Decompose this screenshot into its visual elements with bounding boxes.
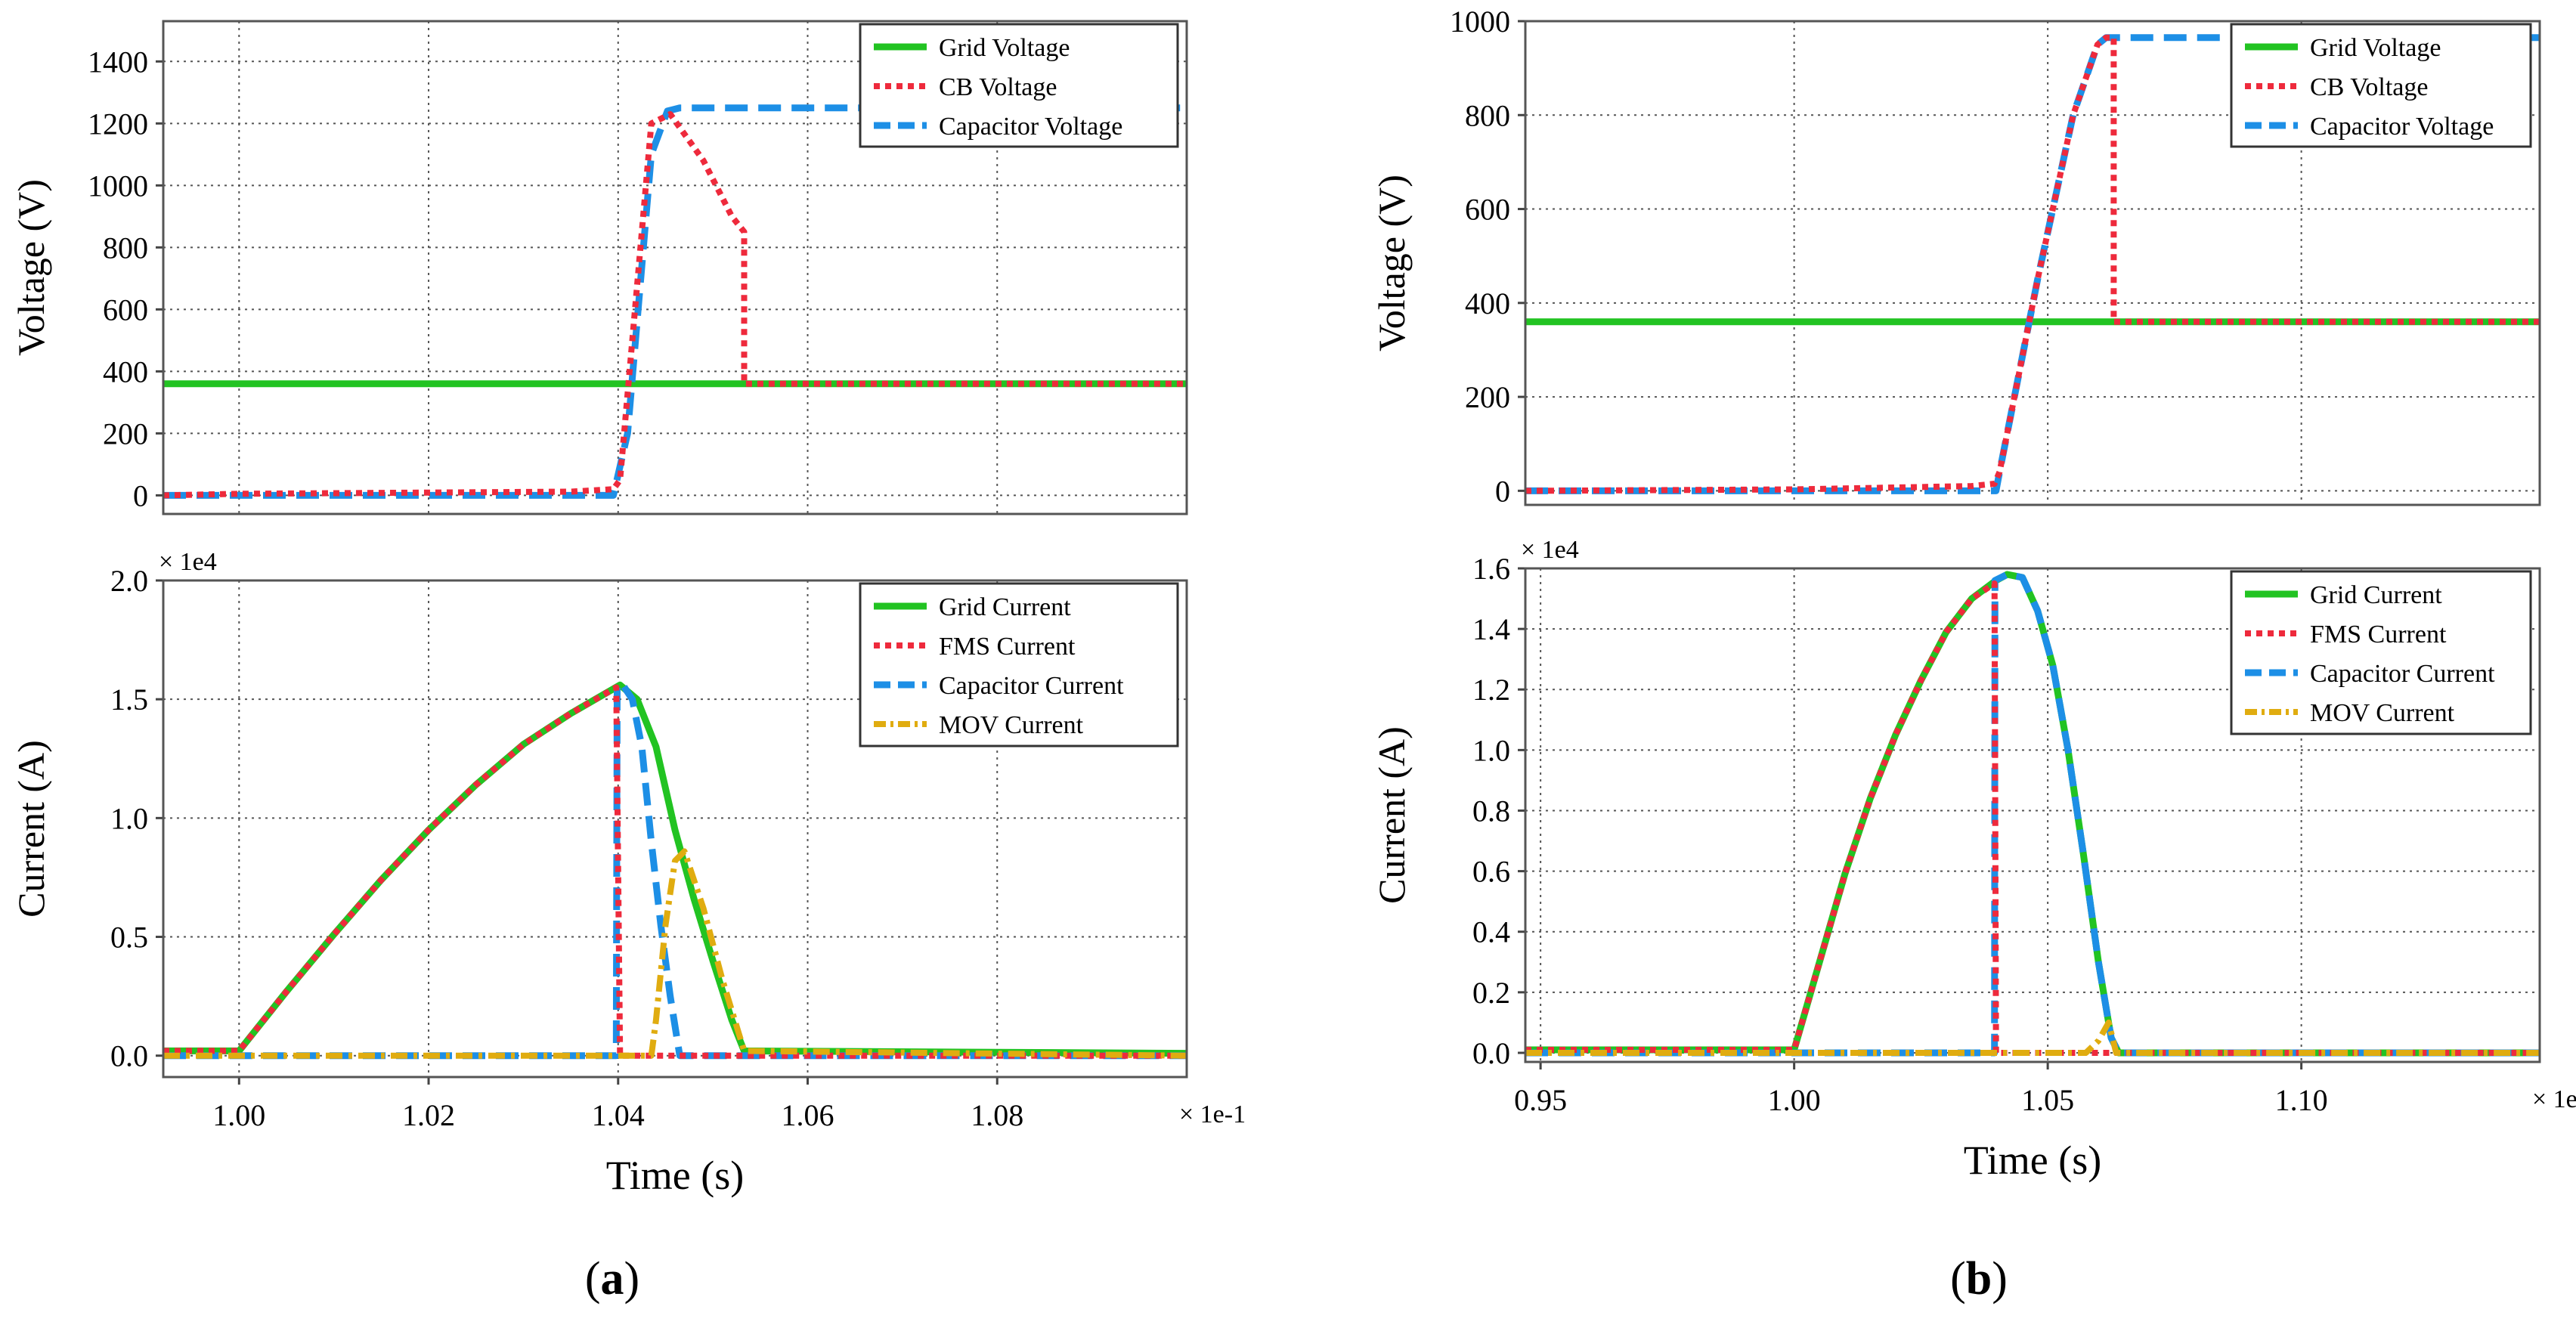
b_current-legend-label-grid-current: Grid Current [2310, 581, 2442, 609]
b_current-legend: Grid Current FMS Current Capacitor Current… [2230, 570, 2532, 735]
b_voltage-series-cb-voltage [1525, 34, 2540, 494]
a_voltage-ylabel: Voltage (V) [10, 179, 52, 356]
a_current-ytick-label-1: 0.5 [110, 921, 148, 955]
a_current-x-multiplier: × 1e-1 [1179, 1100, 1246, 1128]
b_current-ytick-label-1: 0.2 [1472, 976, 1510, 1010]
b_current-ytick-label-7: 1.4 [1472, 612, 1510, 646]
a_voltage-series-cb-voltage [163, 111, 1187, 499]
a_current-series-fms-current [163, 684, 1187, 1059]
b_voltage-legend: Grid Voltage CB Voltage Capacitor Voltage [2230, 23, 2532, 148]
b_current-ytick-label-4: 0.8 [1472, 794, 1510, 828]
b_voltage-legend-label-grid-voltage: Grid Voltage [2310, 34, 2441, 62]
b_voltage-plot-frame [1524, 20, 2541, 506]
a_current-ytick-label-2: 1.0 [110, 801, 148, 835]
a_current-ytick-label-3: 1.5 [110, 683, 148, 717]
a_current-xtick-label-2: 1.04 [592, 1098, 645, 1132]
panel-label-b: (b) [1950, 1253, 2008, 1305]
a_current-y-multiplier: × 1e4 [159, 548, 217, 576]
b_current-legend-label-capacitor-current: Capacitor Current [2310, 660, 2495, 688]
b_current-ytick-label-5: 1.0 [1472, 733, 1510, 767]
b_current-legend-box [2230, 570, 2532, 735]
a_voltage-ytick-label-4: 800 [103, 231, 148, 265]
a_voltage-ytick-label-0: 0 [133, 478, 148, 512]
b_voltage-legend-label-capacitor-voltage: Capacitor Voltage [2310, 113, 2494, 141]
a_voltage-legend-label-capacitor-voltage: Capacitor Voltage [939, 113, 1122, 141]
a_current-legend-label-capacitor-current: Capacitor Current [939, 672, 1124, 700]
b_current-ytick-label-3: 0.6 [1472, 855, 1510, 889]
a_current-legend: Grid Current FMS Current Capacitor Current… [859, 582, 1179, 748]
a_current-series-capacitor-current [163, 681, 1187, 1060]
b_voltage-ytick-label-0: 0 [1495, 474, 1510, 508]
b_current-xtick-label-3: 1.10 [2275, 1083, 2328, 1117]
a_voltage-legend-label-grid-voltage: Grid Voltage [939, 34, 1070, 62]
a_voltage-ytick-label-6: 1200 [88, 107, 148, 141]
panel-label-a: (a) [585, 1253, 639, 1305]
a_voltage-series-capacitor-voltage [163, 104, 1187, 499]
a_voltage-legend-label-cb-voltage: CB Voltage [939, 73, 1057, 101]
b_current-ytick-label-6: 1.2 [1472, 673, 1510, 707]
a_current-ytick-label-4: 2.0 [110, 564, 148, 598]
b_current-x-multiplier: × 1e-1 [2532, 1085, 2576, 1113]
b_current-ytick-label-8: 1.6 [1472, 552, 1510, 586]
a_current-legend-label-fms-current: FMS Current [939, 633, 1076, 661]
a_voltage-ytick-label-5: 1000 [88, 169, 148, 203]
series-layer [163, 34, 2540, 1060]
frame-layer [156, 20, 2541, 1085]
b_voltage-ytick-label-3: 600 [1465, 193, 1510, 227]
b_current-y-multiplier: × 1e4 [1521, 536, 1579, 564]
b_voltage-ytick-label-2: 400 [1465, 286, 1510, 320]
b_current-series-mov-current [1525, 1019, 2540, 1056]
b_current-xtick-label-2: 1.05 [2021, 1083, 2074, 1117]
a_voltage-plot-frame [162, 20, 1188, 515]
b_current-series-fms-current [1525, 580, 2540, 1056]
b_voltage-ytick-label-1: 200 [1465, 380, 1510, 414]
a_current-legend-box [859, 582, 1179, 748]
b_voltage-legend-label-cb-voltage: CB Voltage [2310, 73, 2429, 101]
b_current-xtick-label-1: 1.00 [1768, 1083, 1821, 1117]
a_voltage-legend: Grid Voltage CB Voltage Capacitor Voltage [859, 23, 1179, 148]
b_current-ylabel: Current (A) [1370, 726, 1413, 904]
a_current-xtick-label-4: 1.08 [971, 1098, 1023, 1132]
a_current-xtick-label-0: 1.00 [212, 1098, 265, 1132]
b_current-plot-frame [1524, 567, 2541, 1063]
b_voltage-ylabel: Voltage (V) [1370, 175, 1413, 351]
b_current-legend-label-fms-current: FMS Current [2310, 621, 2447, 648]
a_current-series-mov-current [163, 848, 1187, 1059]
a_voltage-ytick-label-3: 600 [103, 293, 148, 327]
a_voltage-ytick-label-2: 400 [103, 354, 148, 388]
b_current-xtick-label-0: 0.95 [1514, 1083, 1567, 1117]
b_current-ytick-label-0: 0.0 [1472, 1036, 1510, 1070]
a_current-ylabel: Current (A) [10, 740, 52, 918]
a_current-legend-label-grid-current: Grid Current [939, 593, 1071, 621]
a_current-xtick-label-1: 1.02 [402, 1098, 455, 1132]
b_current-xlabel: Time (s) [1964, 1138, 2102, 1183]
grid-layer [163, 20, 2540, 1077]
a_current-ytick-label-0: 0.0 [110, 1039, 148, 1073]
a_current-xtick-label-3: 1.06 [782, 1098, 834, 1132]
b_voltage-ytick-label-4: 800 [1465, 98, 1510, 132]
a_current-plot-frame [162, 579, 1188, 1079]
a_voltage-ytick-label-1: 200 [103, 416, 148, 450]
a_voltage-ytick-label-7: 1400 [88, 45, 148, 79]
a_current-xlabel: Time (s) [606, 1153, 745, 1198]
b_voltage-ytick-label-5: 1000 [1450, 5, 1510, 39]
b_current-ytick-label-2: 0.4 [1472, 915, 1510, 949]
a_current-legend-label-mov-current: MOV Current [939, 711, 1084, 739]
b_current-legend-label-mov-current: MOV Current [2310, 699, 2455, 727]
b_current-series-capacitor-current [1525, 571, 2540, 1057]
